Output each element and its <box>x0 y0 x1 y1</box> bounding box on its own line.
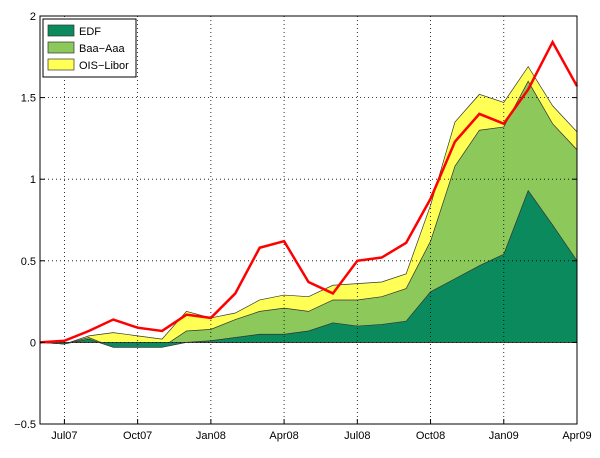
x-tick-label: Jan08 <box>196 430 226 442</box>
x-tick-label: Apr09 <box>562 430 591 442</box>
y-tick-label: 0 <box>30 337 36 349</box>
x-tick-label: Jul07 <box>51 430 77 442</box>
x-tick-label: Jan09 <box>489 430 519 442</box>
legend-swatch <box>48 42 74 53</box>
y-tick-label: 2 <box>30 11 36 23</box>
legend: EDF Baa−Aaa OIS−Libor <box>43 19 136 77</box>
legend-swatch <box>48 59 74 70</box>
x-tick-label: Oct07 <box>123 430 152 442</box>
legend-label: OIS−Libor <box>79 60 129 72</box>
y-tick-label: 1 <box>30 174 36 186</box>
y-tick-label: 0.5 <box>21 256 36 268</box>
x-tick-label: Apr08 <box>269 430 298 442</box>
x-tick-label: Jul08 <box>344 430 370 442</box>
x-tick-label: Oct08 <box>416 430 445 442</box>
y-tick-label: −0.5 <box>14 419 36 431</box>
legend-label: EDF <box>79 26 101 38</box>
y-tick-label: 1.5 <box>21 93 36 105</box>
legend-swatch <box>48 25 74 36</box>
legend-label: Baa−Aaa <box>79 43 125 55</box>
